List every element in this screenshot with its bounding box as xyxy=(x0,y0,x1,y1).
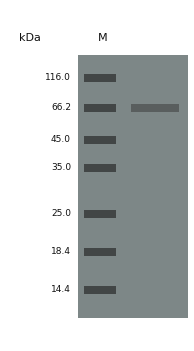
Bar xyxy=(131,104,179,112)
Bar xyxy=(84,164,116,172)
Text: 45.0: 45.0 xyxy=(51,135,71,145)
Text: 14.4: 14.4 xyxy=(51,285,71,294)
Text: 25.0: 25.0 xyxy=(51,210,71,219)
Bar xyxy=(84,248,116,256)
Bar xyxy=(84,74,116,82)
Text: 18.4: 18.4 xyxy=(51,247,71,257)
Text: 35.0: 35.0 xyxy=(51,164,71,172)
Bar xyxy=(84,104,116,112)
Bar xyxy=(84,136,116,144)
Text: M: M xyxy=(98,33,108,43)
Bar xyxy=(84,286,116,294)
Bar xyxy=(84,210,116,218)
Text: 116.0: 116.0 xyxy=(45,73,71,82)
Text: kDa: kDa xyxy=(19,33,41,43)
Text: 66.2: 66.2 xyxy=(51,104,71,113)
Bar xyxy=(78,55,188,318)
